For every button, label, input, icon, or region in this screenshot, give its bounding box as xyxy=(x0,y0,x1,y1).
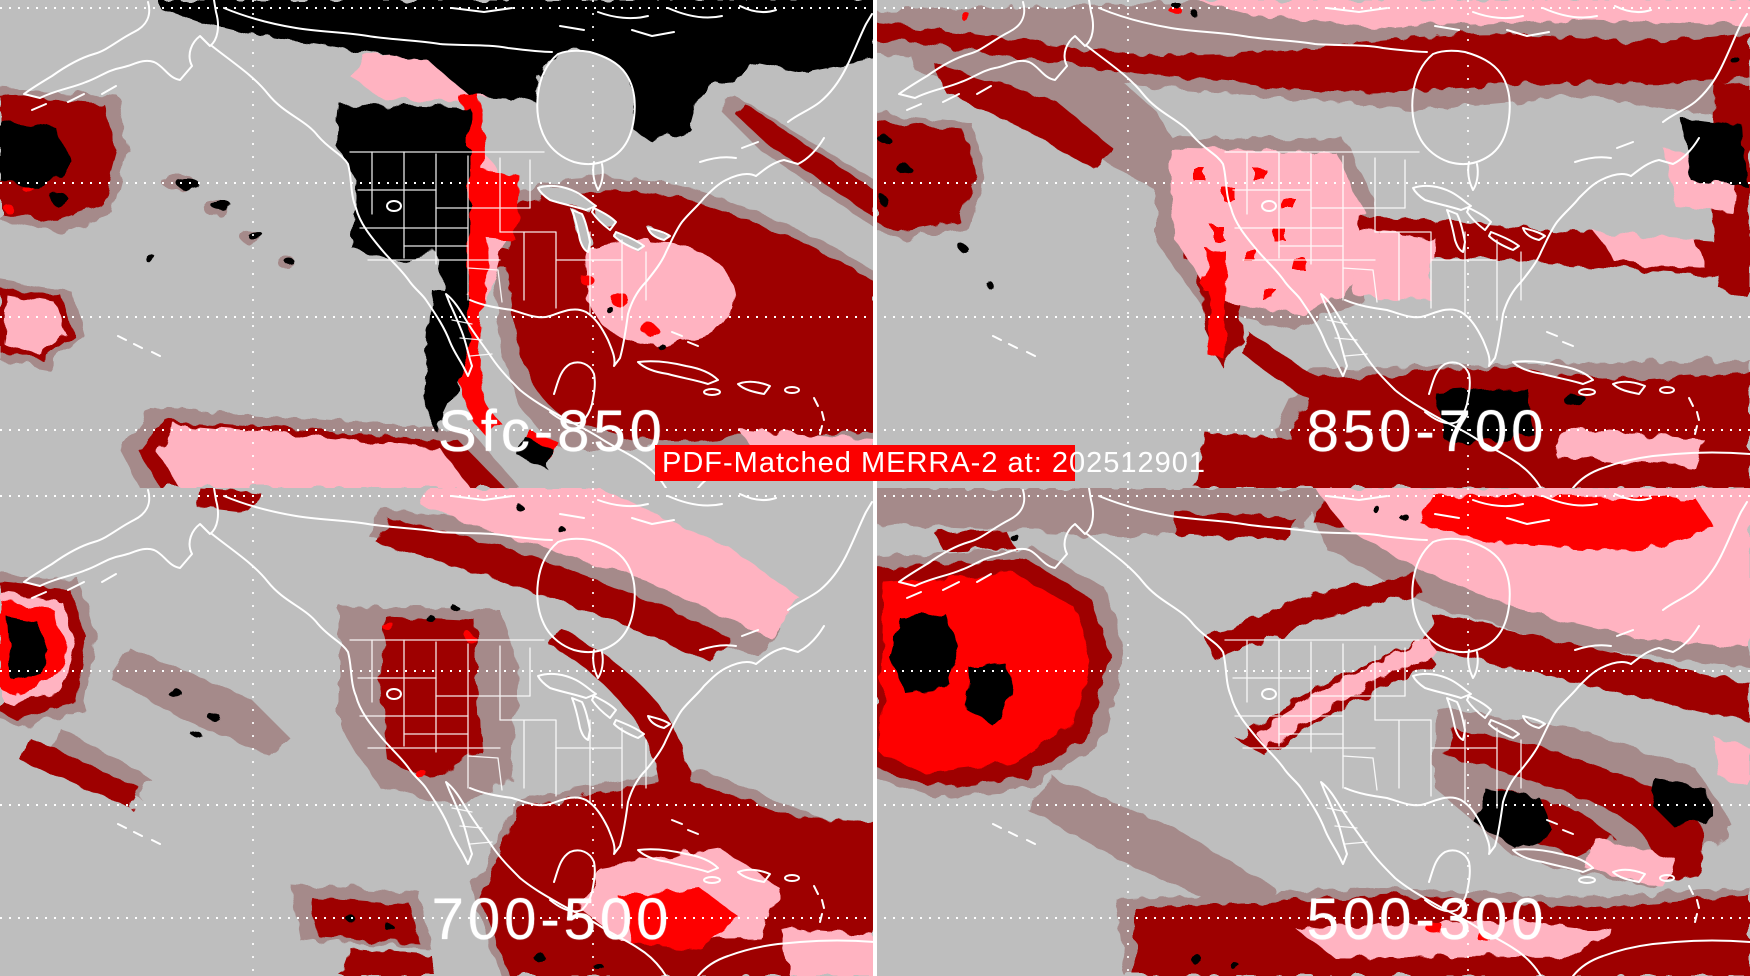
weather-map-700-500 xyxy=(0,488,875,976)
panel-sfc-850: Sfc-850 xyxy=(0,0,875,488)
panel-label-sfc-850: Sfc-850 xyxy=(438,399,666,464)
weather-map-850-700 xyxy=(875,0,1750,488)
panel-label-500-300: 500-300 xyxy=(1306,887,1548,952)
timestamp-banner xyxy=(655,445,1075,481)
panel-700-500: 700-500 xyxy=(0,488,875,976)
weather-map-sfc-850 xyxy=(0,0,875,488)
weather-map-500-300 xyxy=(875,488,1750,976)
panel-divider-vertical xyxy=(873,0,877,976)
panel-500-300: 500-300 xyxy=(875,488,1750,976)
timestamp-banner-text: PDF-Matched MERRA-2 at: 202512901 xyxy=(662,447,1206,479)
panel-label-700-500: 700-500 xyxy=(431,887,673,952)
panel-850-700: 850-700 xyxy=(875,0,1750,488)
panel-label-850-700: 850-700 xyxy=(1306,399,1548,464)
